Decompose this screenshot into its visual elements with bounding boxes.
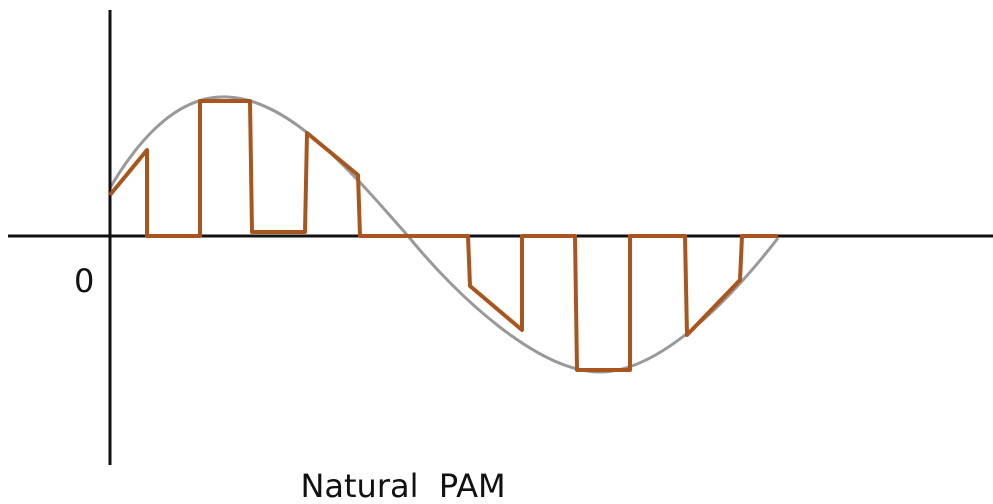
- pam-signal: [108, 99, 778, 372]
- caption: Natural PAM: [300, 467, 505, 504]
- origin-label: 0: [74, 262, 94, 300]
